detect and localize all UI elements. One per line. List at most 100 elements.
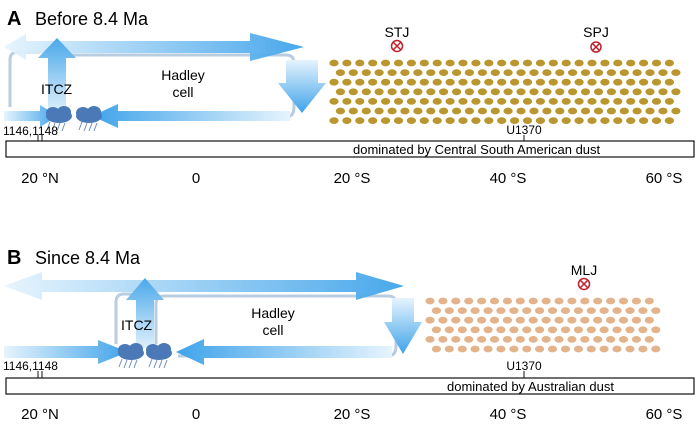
itcz-label: ITCZ (121, 317, 153, 333)
dust-particle (606, 297, 616, 305)
dust-particle (625, 326, 635, 334)
dust-particle (644, 297, 654, 305)
dust-particle (400, 69, 410, 76)
dust-particle (400, 107, 410, 115)
dust-particle (548, 117, 558, 124)
dust-particle (470, 345, 480, 353)
dust-particle (451, 316, 461, 324)
dust-particle (355, 78, 365, 86)
dust-particle (368, 59, 378, 67)
dust-particle (613, 98, 623, 105)
dust-particle (567, 316, 577, 324)
dust-particle (599, 326, 609, 334)
dust-particle (632, 107, 642, 115)
dust-particle (664, 98, 675, 105)
dust-particle (490, 88, 500, 96)
dust-particle (573, 345, 584, 353)
dust-particle (483, 307, 493, 314)
dust-particle (587, 59, 597, 67)
dust-particle (651, 117, 662, 124)
dust-particle (477, 107, 487, 115)
dust-source-bar (5, 377, 695, 395)
core-label: U1370 (506, 123, 542, 137)
dust-particle (509, 307, 519, 314)
dust-particle (464, 336, 474, 343)
dust-particle (471, 78, 481, 86)
dust-particle (658, 69, 668, 76)
tick-label: 0 (192, 170, 200, 187)
dust-particle (554, 336, 564, 343)
dust-particle (645, 69, 655, 76)
tick-label: 0 (192, 406, 200, 423)
dust-particle (497, 98, 507, 105)
dust-particle (561, 59, 571, 67)
dust-particle (361, 107, 371, 115)
dust-particle (612, 345, 622, 353)
dust-particle (444, 326, 454, 334)
subsidence-arrow (278, 60, 326, 113)
itcz-label: ITCZ (41, 81, 73, 97)
dust-particle (593, 336, 603, 343)
dust-particle (522, 345, 532, 353)
dust-particle (651, 59, 662, 67)
odp-sites-label: 1146,1148 (3, 124, 58, 138)
panel-title: Since 8.4 Ma (35, 248, 141, 268)
dust-particle (560, 326, 571, 334)
dust-particle (387, 88, 397, 96)
dust-particle (406, 59, 416, 67)
dust-particle (639, 59, 649, 67)
dust-particle (638, 345, 648, 353)
dust-particle (368, 117, 378, 124)
dust-particle (547, 345, 558, 353)
dust-particle (457, 326, 467, 334)
dust-particle (348, 107, 358, 115)
dust-particle (600, 59, 610, 67)
dust-particle (593, 88, 604, 96)
dust-particle (573, 326, 584, 334)
dust-particle (619, 107, 629, 115)
dust-particle (439, 107, 449, 115)
dust-particle (580, 88, 591, 96)
dust-particle (618, 297, 629, 305)
tick-label: 60 °S (646, 170, 683, 187)
dust-particle (413, 69, 423, 76)
dust-particle (561, 117, 571, 124)
hadley-label-line2: cell (262, 322, 283, 338)
dust-particle (464, 297, 474, 305)
dust-particle (355, 117, 365, 124)
dust-particle (580, 336, 590, 343)
dust-particle (515, 297, 525, 305)
dust-particle (587, 78, 597, 86)
itcz-updraft-arrow (38, 38, 76, 112)
dust-particle (381, 78, 391, 86)
dust-particle (432, 59, 442, 67)
dust-particle (497, 78, 507, 86)
dust-particle (515, 316, 525, 324)
dust-particle (470, 307, 480, 314)
dust-source-label: dominated by Australian dust (447, 379, 614, 394)
dust-particle (535, 59, 546, 67)
jet-label: MLJ (571, 262, 597, 278)
dust-particle (355, 59, 365, 67)
dust-particle (406, 78, 416, 86)
dust-particle (580, 297, 590, 305)
dust-particle (522, 59, 533, 67)
hadley-cell-loop-left (114, 292, 136, 344)
dust-particle (457, 307, 467, 314)
dust-particle (593, 107, 604, 115)
dust-particle (490, 107, 500, 115)
dust-particle (606, 336, 616, 343)
dust-particle (535, 326, 545, 334)
dust-particle (445, 117, 455, 124)
dust-field (425, 297, 661, 353)
hadley-label-line1: Hadley (251, 305, 295, 321)
dust-particle (355, 98, 365, 105)
dust-particle (425, 316, 435, 324)
dust-particle (645, 88, 655, 96)
dust-particle (574, 59, 584, 67)
dust-particle (535, 117, 546, 124)
dust-particle (658, 107, 668, 115)
dust-particle (555, 107, 565, 115)
jet-label: STJ (385, 24, 410, 40)
dust-particle (535, 78, 546, 86)
